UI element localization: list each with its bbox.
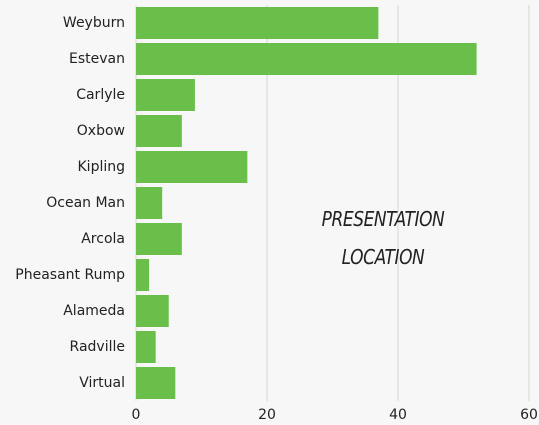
y-tick-label: Carlyle — [76, 87, 125, 103]
x-tick-label: 20 — [258, 407, 276, 423]
bar — [136, 151, 248, 183]
annotation: PRESENTATION LOCATION — [321, 207, 445, 269]
x-tick-label: 40 — [389, 407, 407, 423]
y-tick-label: Kipling — [78, 159, 126, 175]
bar — [136, 331, 156, 363]
y-tick-label: Estevan — [69, 51, 125, 67]
y-tick-label: Virtual — [79, 375, 125, 391]
y-tick-label: Ocean Man — [46, 195, 125, 211]
bar — [136, 115, 182, 147]
x-tick-label: 60 — [520, 407, 538, 423]
bar — [136, 367, 176, 399]
x-tick-label: 0 — [132, 407, 141, 423]
y-tick-label: Radville — [70, 339, 125, 355]
y-tick-label: Weyburn — [63, 15, 125, 31]
bar — [136, 43, 477, 75]
bar — [136, 7, 379, 39]
y-tick-label: Alameda — [63, 303, 125, 319]
bar — [136, 79, 195, 111]
y-tick-label: Pheasant Rump — [15, 267, 125, 283]
y-tick-label: Oxbow — [77, 123, 125, 139]
y-tick-label: Arcola — [81, 231, 125, 247]
bar — [136, 187, 163, 219]
bar — [136, 259, 150, 291]
bar — [136, 223, 182, 255]
bar — [136, 295, 169, 327]
